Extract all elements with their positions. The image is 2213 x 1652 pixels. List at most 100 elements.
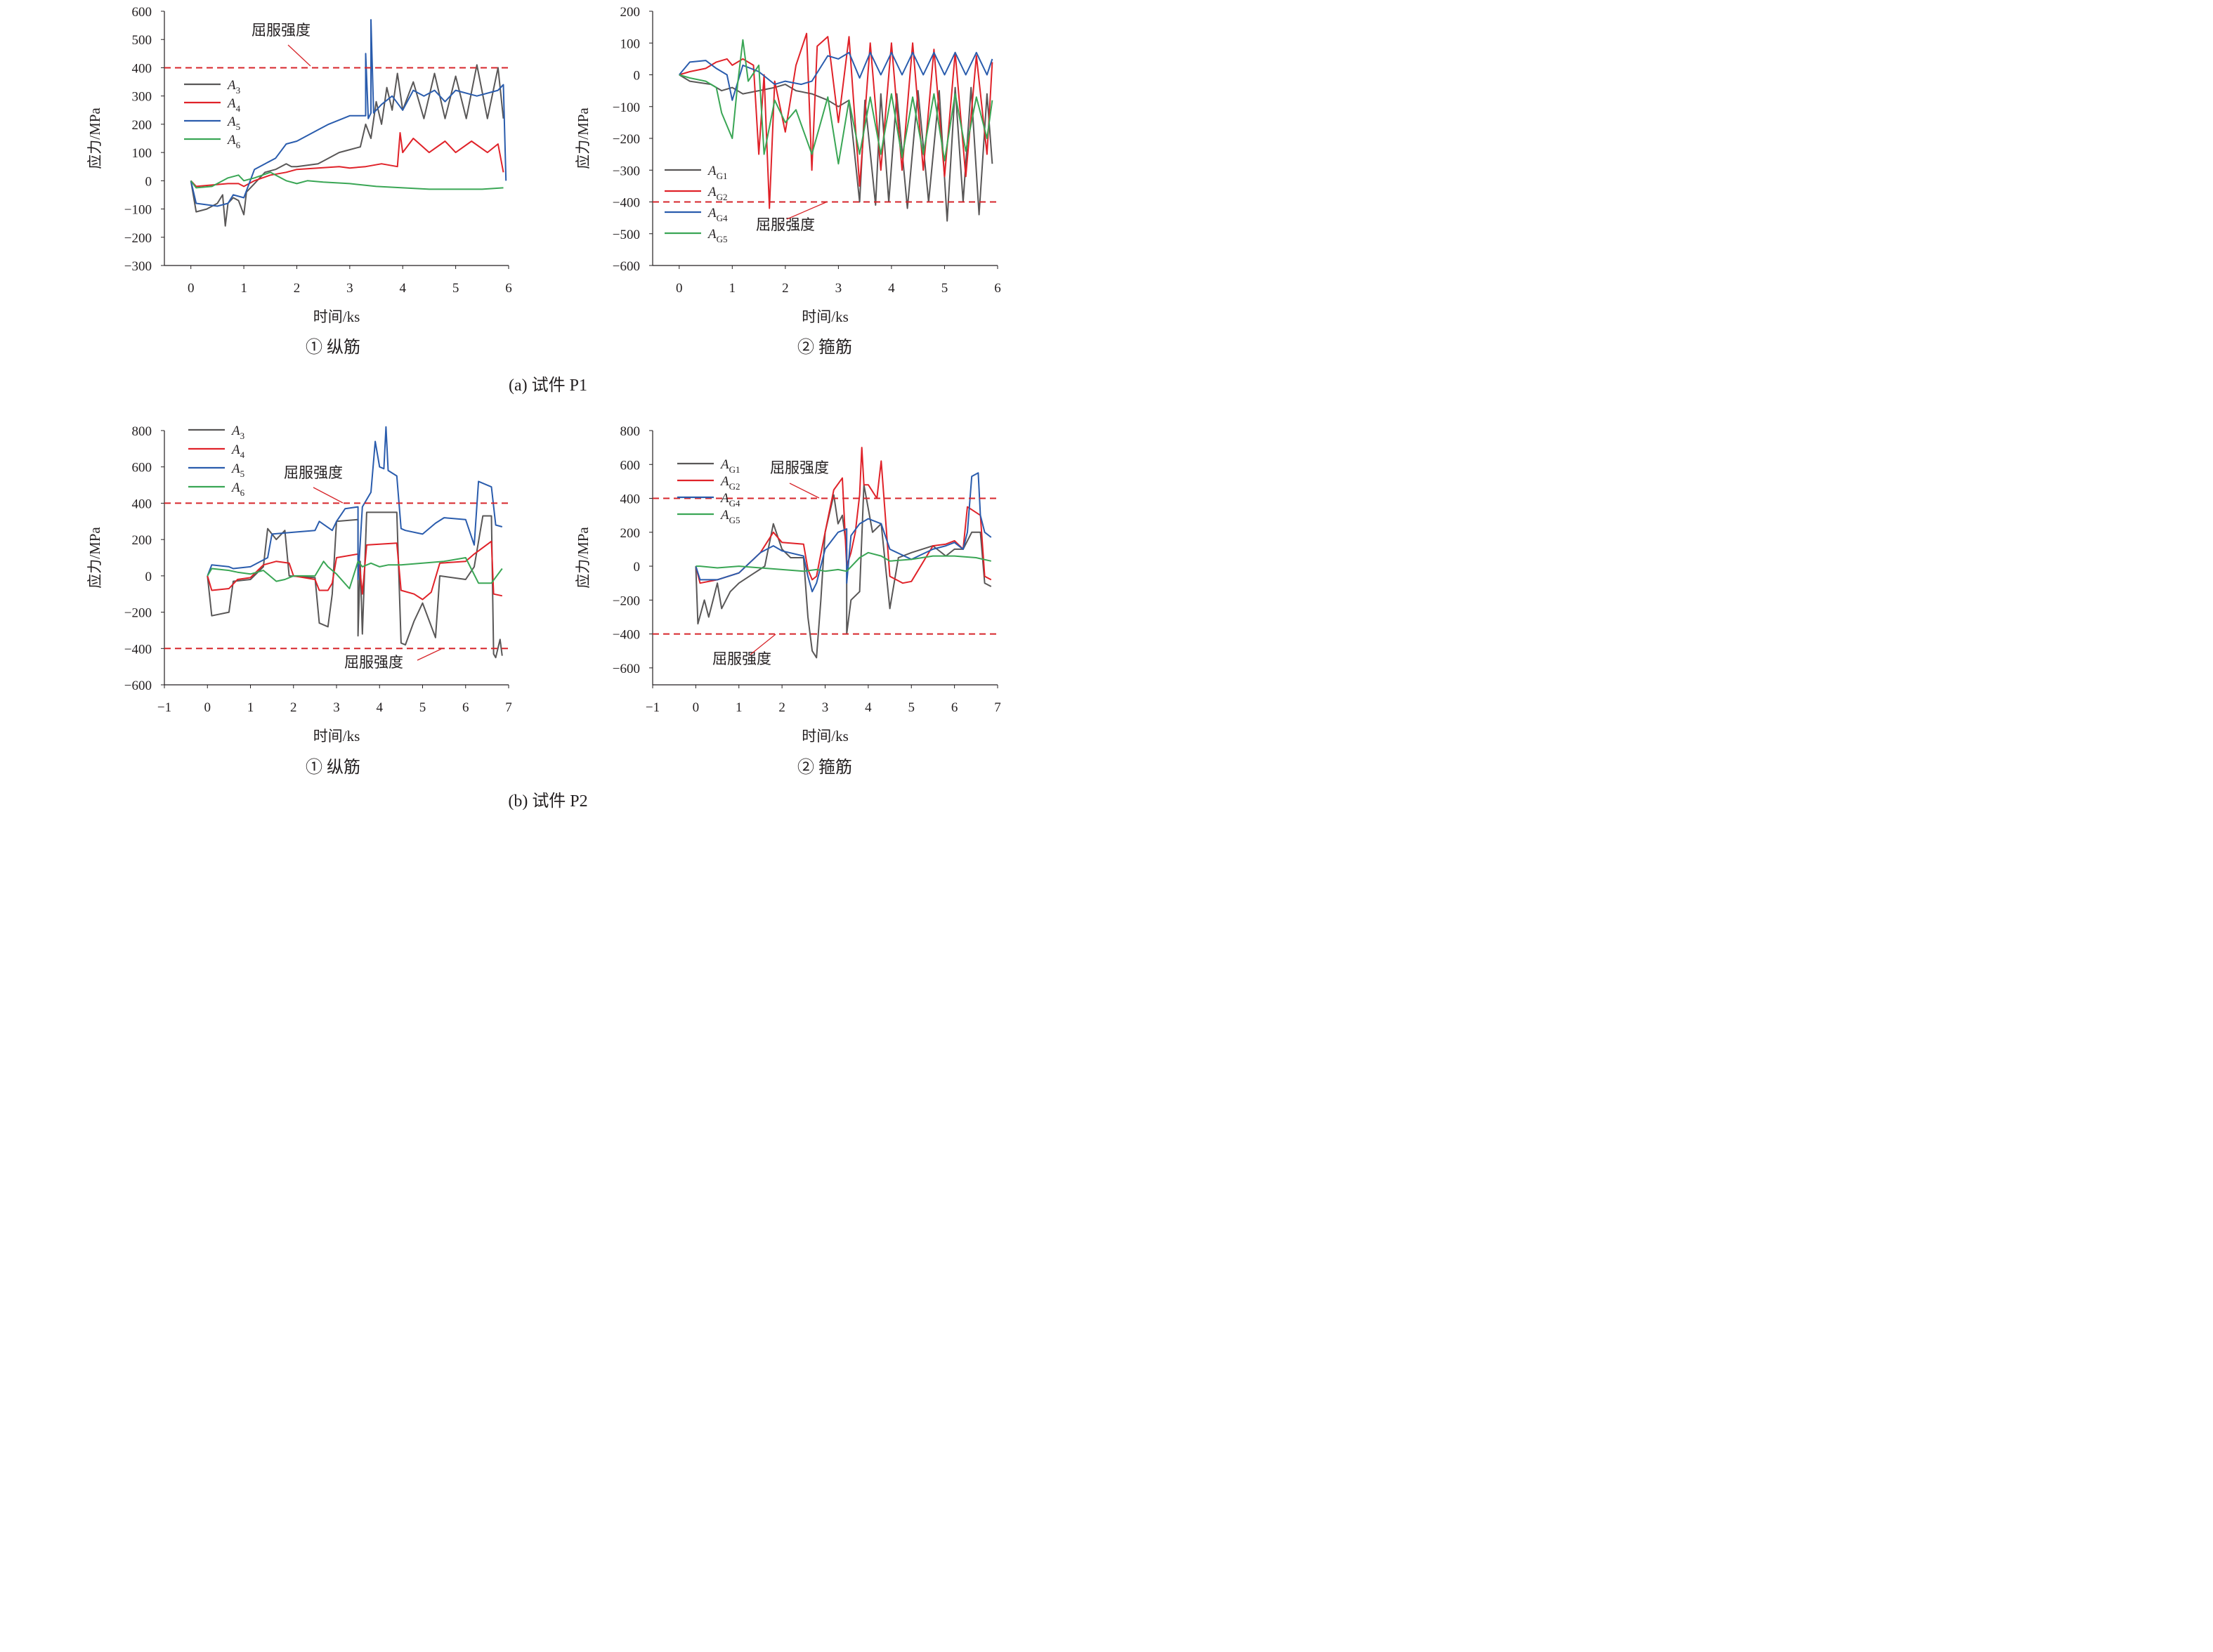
x-tick-label: −1 (646, 700, 660, 715)
series-group (679, 32, 993, 222)
legend-label: A6 (226, 133, 241, 150)
x-tick-label: 4 (888, 281, 895, 296)
yield-strength-label: 屈服强度 (770, 459, 829, 476)
figure: (a) 试件 P1 (b) 试件 P2 −300 −200 −100 0 100 200 3… (0, 0, 1098, 815)
legend-label-subscript: 4 (240, 450, 245, 460)
x-tick-label: 1 (729, 281, 736, 296)
y-tick-label: −300 (613, 164, 640, 178)
legend-label-main: A (226, 78, 236, 93)
series-group (695, 447, 992, 659)
y-axis-label: 应力/MPa (575, 107, 592, 169)
series-line-a6 (207, 557, 503, 589)
legend-label: A5 (230, 461, 244, 479)
legend-label-main: A (719, 457, 729, 472)
x-tick-label: 3 (822, 700, 829, 715)
x-tick-label: 2 (782, 281, 789, 296)
legend-label: AG4 (707, 206, 728, 223)
chart-p2-stirrup: −600 −400 −200 0 200 400 600 800 −1 0 1 2 3 4 5 6 7 时间/ks… (575, 424, 1001, 777)
legend-label-main: A (230, 442, 240, 457)
series-line-ag5 (679, 39, 993, 165)
chart-p1-long: −300 −200 −100 0 100 200 300 400 500 600 0 1 2 3 4 5 6 时间… (86, 5, 512, 357)
yield-strength-label: 屈服强度 (284, 464, 343, 481)
yield-label-leader (750, 634, 776, 655)
legend-label-main: A (719, 508, 729, 523)
x-tick-label: 6 (994, 281, 1001, 296)
legend-label-main: A (230, 480, 240, 495)
y-tick-label: −200 (124, 231, 152, 246)
legend-label-main: A (707, 206, 717, 221)
y-tick-label: 0 (634, 560, 641, 575)
legend-label-subscript: G2 (717, 192, 728, 202)
y-tick-label: 600 (132, 461, 152, 476)
legend-label-main: A (707, 164, 717, 178)
y-tick-label: 100 (132, 146, 152, 161)
x-tick-label: 4 (865, 700, 872, 715)
series-line-ag4 (695, 472, 992, 593)
series-line-ag4 (679, 51, 993, 101)
y-tick-label: 600 (620, 458, 641, 473)
legend-label-subscript: 4 (236, 103, 241, 114)
y-tick-label: −500 (613, 228, 640, 242)
legend-label: AG2 (707, 185, 728, 202)
yield-strength-label: 屈服强度 (756, 216, 815, 233)
x-tick-label: 6 (951, 700, 958, 715)
legend-label-main: A (226, 96, 236, 111)
legend-label: AG1 (719, 457, 740, 475)
x-tick-label: 6 (462, 700, 469, 715)
y-tick-label: 200 (620, 526, 641, 541)
legend-label-subscript: G4 (729, 498, 740, 509)
y-tick-label: −200 (124, 606, 152, 621)
legend-label: AG5 (719, 508, 740, 525)
legend-label-main: A (719, 491, 729, 506)
y-tick-label: −600 (613, 662, 640, 676)
legend-label: AG5 (707, 227, 728, 244)
y-tick-label: −200 (613, 132, 640, 147)
x-tick-label: 3 (346, 281, 353, 296)
x-tick-label: 0 (188, 281, 195, 296)
x-axis-label: 时间/ks (802, 308, 849, 325)
legend-label: A6 (230, 480, 245, 498)
legend-label-main: A (226, 133, 236, 148)
y-tick-label: −100 (613, 100, 640, 115)
legend-label: A5 (226, 114, 240, 132)
legend-label-subscript: 5 (240, 468, 245, 479)
x-tick-label: 0 (204, 700, 211, 715)
series-line-a5 (190, 19, 507, 207)
legend-label: AG1 (707, 164, 728, 181)
chart-subtitle: ① 纵筋 (306, 338, 360, 357)
chart-subtitle: ① 纵筋 (306, 758, 360, 777)
yield-label-leader (786, 201, 828, 220)
yield-strength-label: 屈服强度 (252, 22, 311, 39)
legend-label-subscript: 6 (236, 140, 241, 150)
y-tick-label: −200 (613, 594, 640, 608)
x-tick-label: 1 (736, 700, 743, 715)
legend-label: A3 (226, 78, 240, 96)
x-tick-label: 1 (247, 700, 254, 715)
series-line-a6 (190, 171, 504, 190)
series-line-a3 (207, 511, 503, 659)
figure-caption-a: (a) 试件 P1 (509, 376, 587, 395)
series-group (207, 426, 503, 659)
x-tick-label: 5 (941, 281, 948, 296)
y-axis-label: 应力/MPa (86, 107, 103, 169)
chart-subtitle: ② 箍筋 (797, 758, 852, 777)
series-line-ag5 (696, 551, 992, 572)
x-tick-label: 3 (835, 281, 842, 296)
series-group (190, 19, 507, 227)
y-tick-label: 100 (620, 37, 641, 51)
legend-label-subscript: G2 (729, 481, 740, 492)
y-tick-label: −400 (124, 642, 152, 657)
yield-label-leader (417, 648, 442, 661)
x-tick-label: 5 (908, 700, 915, 715)
legend-label-subscript: G4 (717, 213, 728, 223)
x-axis-label: 时间/ks (313, 308, 360, 325)
figure-canvas: (a) 试件 P1 (b) 试件 P2 −300−200−10001002003… (86, 5, 1001, 811)
x-tick-label: −1 (157, 700, 171, 715)
y-tick-label: 0 (634, 69, 641, 84)
x-axis-label: 时间/ks (313, 728, 360, 745)
y-axis-label: 应力/MPa (86, 527, 103, 589)
y-tick-label: 400 (132, 497, 152, 511)
